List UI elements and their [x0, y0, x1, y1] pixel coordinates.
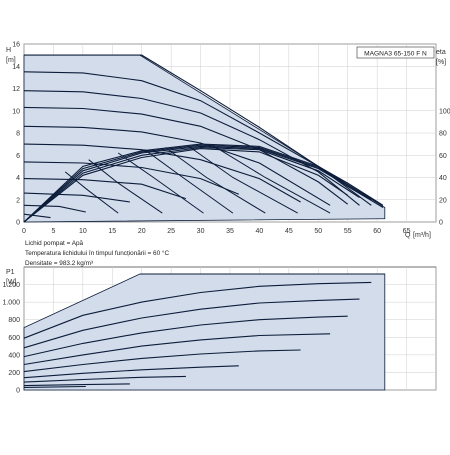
x-tick-label: 15 — [108, 228, 116, 235]
x-tick-label: 45 — [285, 228, 293, 235]
power-tick-label: 800 — [8, 317, 20, 324]
y-tick-label: 12 — [12, 86, 20, 93]
power-curve — [23, 315, 348, 358]
model-label: MAGNA3 65-150 F N — [364, 51, 427, 58]
efficiency-tick-label: 0 — [439, 220, 443, 227]
head-x-tick-labels: 0 5 10 15 20 25 30 35 40 45 50 55 60 65 — [22, 228, 411, 235]
power-curve — [23, 385, 86, 388]
x-tick-label: 0 — [22, 228, 26, 235]
efficiency-tick-label: 80 — [439, 131, 447, 138]
power-curve — [23, 281, 372, 339]
constant-power-curve — [212, 144, 331, 214]
x-tick-label: 50 — [314, 228, 322, 235]
x-tick-label: 25 — [167, 228, 175, 235]
efficiency-curves — [23, 143, 384, 223]
head-curve — [23, 106, 349, 205]
efficiency-tick-labels: 0 20 40 60 80 100 — [439, 108, 450, 226]
constant-power-curves — [64, 144, 331, 214]
power-tick-label: 400 — [8, 352, 20, 359]
head-axis-label: H — [6, 47, 11, 54]
head-curve — [23, 90, 360, 206]
efficiency-curve — [23, 145, 372, 223]
x-tick-label: 30 — [197, 228, 205, 235]
flow-axis-label: Q — [405, 232, 411, 239]
y-tick-label: 6 — [16, 153, 20, 160]
power-tick-label: 1.200 — [2, 282, 20, 289]
power-curve — [23, 365, 239, 379]
head-curve — [23, 213, 51, 219]
power-tick-label: 0 — [16, 388, 20, 395]
x-tick-label: 65 — [403, 228, 411, 235]
power-chart: 0 200 400 600 800 1.000 1.200 P1 [W] — [2, 266, 437, 395]
efficiency-tick-label: 60 — [439, 153, 447, 160]
constant-power-curve — [165, 147, 266, 214]
constant-power-curve — [88, 159, 163, 214]
y-tick-label: 2 — [16, 197, 20, 204]
efficiency-curve — [23, 144, 378, 223]
y-tick-label: 4 — [16, 175, 20, 182]
head-curve — [23, 161, 240, 195]
y-tick-label: 8 — [16, 131, 20, 138]
power-axis-unit: [W] — [6, 279, 17, 286]
x-tick-label: 35 — [226, 228, 234, 235]
x-tick-label: 5 — [51, 228, 55, 235]
y-tick-label: 10 — [12, 108, 20, 115]
efficiency-curve — [23, 146, 360, 223]
head-curve — [23, 204, 86, 213]
efficiency-axis-unit: [%] — [436, 59, 446, 66]
head-curve — [23, 192, 130, 203]
power-curve — [23, 333, 331, 366]
efficiency-curve — [23, 148, 349, 223]
power-y-tick-labels: 0 200 400 600 800 1.000 1.200 — [2, 282, 20, 394]
head-axis-unit: [m] — [6, 57, 16, 64]
head-curve — [23, 125, 331, 206]
constant-power-curve — [117, 152, 204, 214]
x-tick-label: 20 — [138, 228, 146, 235]
power-curves — [23, 273, 385, 388]
head-curve — [23, 143, 301, 203]
y-tick-label: 0 — [16, 220, 20, 227]
note-density: Densitate = 983.2 kg/m³ — [25, 260, 93, 267]
power-curve — [23, 349, 301, 373]
power-tick-label: 1.000 — [2, 300, 20, 307]
head-curve — [23, 178, 187, 200]
fluid-notes: Lichid pompat = Apă Temperatura lichidul… — [25, 240, 169, 267]
x-tick-label: 40 — [256, 228, 264, 235]
efficiency-tick-label: 20 — [439, 197, 447, 204]
power-tick-label: 200 — [8, 370, 20, 377]
y-tick-label: 16 — [12, 42, 20, 49]
note-temperature: Temperatura lichidului în timpul funcțio… — [25, 249, 169, 257]
power-axis-label: P1 — [6, 269, 15, 276]
power-curve — [23, 383, 130, 387]
x-tick-label: 60 — [373, 228, 381, 235]
y-tick-label: 14 — [12, 64, 20, 71]
efficiency-axis-label: eta — [436, 49, 446, 56]
constant-power-curve — [144, 149, 234, 214]
constant-power-curve — [188, 145, 298, 214]
x-tick-label: 55 — [344, 228, 352, 235]
head-chart: 0 5 10 15 20 25 30 35 40 45 50 55 60 65 0 2 4 6 8 10 12 14 16… — [6, 42, 450, 240]
efficiency-tick-label: 40 — [439, 175, 447, 182]
x-tick-label: 10 — [79, 228, 87, 235]
efficiency-tick-label: 100 — [439, 108, 450, 115]
head-y-tick-labels: 0 2 4 6 8 10 12 14 16 — [12, 42, 20, 227]
power-curve — [23, 375, 186, 383]
flow-axis-unit: [m³/h] — [413, 232, 431, 239]
power-curve — [23, 298, 360, 349]
note-fluid: Lichid pompat = Apă — [25, 240, 84, 247]
efficiency-curve — [23, 143, 384, 223]
power-tick-label: 600 — [8, 335, 20, 342]
model-label-box — [356, 46, 435, 59]
constant-power-curve — [64, 171, 119, 214]
